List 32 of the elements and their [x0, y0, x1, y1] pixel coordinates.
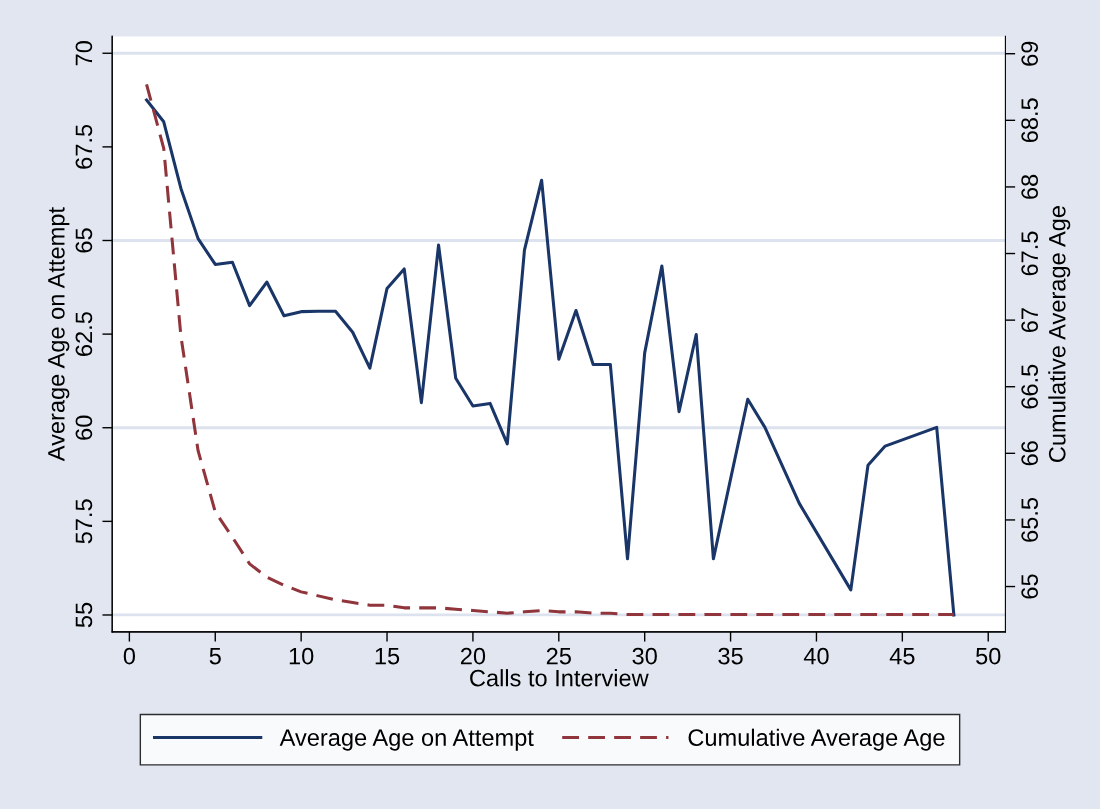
x-tick-label: 45	[889, 647, 915, 665]
y2-tick-label: 65	[1021, 574, 1039, 599]
y2-tick-label: 68.5	[1021, 98, 1039, 143]
y2-tick-label: 66.5	[1021, 364, 1039, 409]
y2-axis-title: Cumulative Average Age	[1048, 206, 1071, 462]
y-tick-label: 70	[75, 41, 93, 66]
x-tick-label: 35	[718, 647, 743, 665]
x-tick-label: 40	[803, 647, 829, 665]
y2-tick-label: 66	[1021, 441, 1039, 466]
x-tick-label: 50	[976, 647, 1001, 665]
x-tick-label: 30	[632, 647, 657, 665]
y2-tick-label: 68	[1021, 174, 1039, 199]
x-axis-title: Calls to Interview	[470, 669, 649, 687]
x-tick-label: 0	[123, 647, 136, 665]
y-tick-label: 55	[75, 602, 93, 628]
y-tick-label: 57.5	[75, 499, 93, 544]
y-axis-title: Average Age on Attempt	[48, 207, 70, 462]
y-tick-label: 67.5	[75, 124, 93, 169]
x-tick-label: 5	[209, 647, 221, 665]
y2-tick-label: 67	[1021, 308, 1039, 333]
x-tick-label: 25	[546, 647, 571, 665]
x-tick-label: 20	[460, 647, 486, 665]
x-tick-label: 15	[375, 647, 400, 665]
y-tick-label: 65	[75, 228, 93, 253]
y2-tick-label: 65.5	[1021, 497, 1039, 542]
y-tick-label: 60	[75, 415, 93, 440]
x-tick-label: 10	[289, 647, 314, 665]
legend-label: Cumulative Average Age	[688, 728, 945, 751]
y2-tick-label: 69	[1021, 41, 1039, 66]
y-tick-label: 62.5	[75, 312, 93, 356]
y2-tick-label: 67.5	[1021, 231, 1039, 276]
legend-label: Average Age on Attempt	[279, 729, 534, 751]
